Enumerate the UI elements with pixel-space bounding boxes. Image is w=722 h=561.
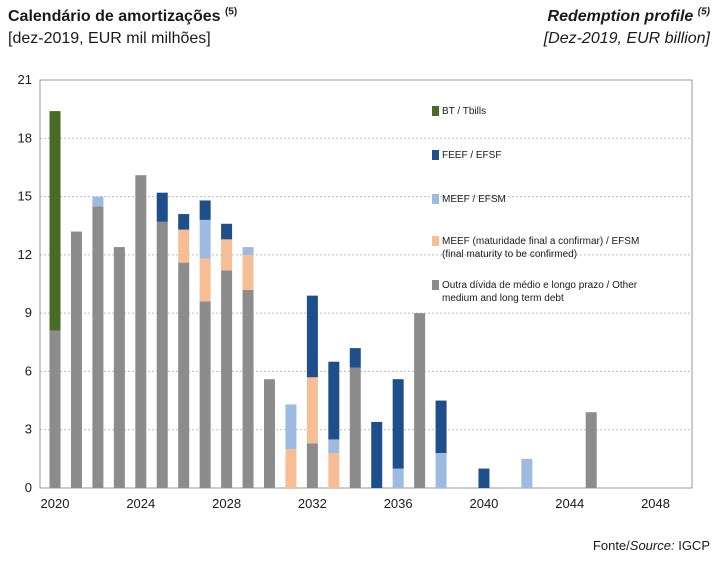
bar-segment-other-2029 [242,289,254,488]
y-tick-label: 21 [18,72,32,87]
y-tick-label: 18 [18,130,32,145]
legend-swatch-meef [432,194,439,204]
x-tick-label: 2040 [469,496,498,511]
bar-segment-other-2023 [113,247,125,488]
bar-segment-meef_pending-2032 [306,377,318,444]
legend-label-meef_pending: MEEF (maturidade final a confirmar) / EF… [442,236,639,247]
bar-segment-bt-2020 [49,111,61,331]
bar-segment-other-2037 [414,313,426,488]
y-tick-label: 9 [25,305,32,320]
bar-segment-meef_pending-2031 [285,449,297,488]
x-tick-label: 2028 [212,496,241,511]
bar-segment-other-2021 [70,231,82,489]
bar-segment-meef-2027 [199,219,211,259]
y-tick-label: 0 [25,480,32,495]
bar-segment-meef_pending-2033 [328,453,340,488]
y-tick-label: 6 [25,363,32,378]
bar-segment-meef-2042 [521,458,533,488]
bar-segment-feef-2026 [178,214,190,230]
y-tick-label: 15 [18,189,32,204]
title-en: Redemption profile (5) [547,6,710,25]
bar-segment-other-2034 [349,367,361,488]
bar-segment-meef_pending-2027 [199,258,211,302]
bar-segment-meef-2022 [92,196,104,207]
legend-swatch-bt [432,106,439,116]
bar-segment-feef-2038 [435,400,447,454]
x-tick-label: 2048 [641,496,670,511]
x-tick-label: 2024 [126,496,155,511]
bar-segment-meef-2031 [285,404,297,450]
bar-segment-meef-2033 [328,439,340,454]
subtitle-pt: [dez-2019, EUR mil milhões] [8,30,211,47]
legend-swatch-meef_pending [432,236,439,246]
x-tick-label: 2036 [384,496,413,511]
bar-segment-feef-2040 [478,468,490,488]
y-tick-label: 12 [18,247,32,262]
bar-segment-other-2026 [178,262,190,488]
bar-segment-meef-2029 [242,247,254,255]
title-pt: Calendário de amortizações (5) [8,6,238,25]
bar-segment-meef-2038 [435,453,447,488]
legend-label-meef_pending: (final maturity to be confirmed) [442,249,577,260]
bar-segment-meef_pending-2026 [178,229,190,263]
plot-frame [39,79,693,489]
legend-label-bt: BT / Tbills [442,106,486,117]
bar-segment-other-2022 [92,206,104,489]
bar-segment-meef_pending-2028 [221,239,233,271]
legend-swatch-other [432,280,439,290]
bar-segment-feef-2034 [349,348,361,368]
bar-segment-other-2045 [585,412,597,488]
bar-segment-feef-2033 [328,361,340,440]
legend-label-meef: MEEF / EFSM [442,194,506,205]
bar-segment-feef-2032 [306,295,318,378]
bar-segment-other-2032 [306,443,318,488]
x-tick-label: 2044 [555,496,584,511]
bar-segment-other-2027 [199,301,211,488]
bar-segment-other-2024 [135,175,147,488]
bar-segment-other-2020 [49,330,61,488]
bar-segment-other-2025 [156,221,168,489]
bar-segment-feef-2027 [199,200,211,220]
bar-segment-feef-2035 [371,421,383,488]
header-en: Redemption profile (5) [Dez-2019, EUR bi… [544,6,710,50]
bar-segment-feef-2036 [392,379,404,469]
legend-label-other: medium and long term debt [442,293,564,304]
legend-swatch-feef [432,150,439,160]
subtitle-en: [Dez-2019, EUR billion] [543,30,710,47]
source-note: Fonte/Source: IGCP [592,538,710,553]
x-tick-label: 2020 [41,496,70,511]
bar-segment-meef-2036 [392,468,404,488]
redemption-chart: 0 3 6 9 12 15 18 21 2020 2024 2028 2032 2036 2040 2044… [18,72,693,511]
header-pt: Calendário de amortizações (5) [dez-2019… [8,6,237,50]
bar-segment-other-2030 [263,379,275,488]
bar-segment-other-2028 [221,270,233,488]
y-tick-label: 3 [25,422,32,437]
bar-segment-feef-2028 [221,223,233,240]
x-tick-label: 2032 [298,496,327,511]
legend-label-other: Outra dívida de médio e longo prazo / Ot… [442,280,638,291]
bar-segment-meef_pending-2029 [242,254,254,290]
legend-label-feef: FEEF / EFSF [442,150,501,161]
bar-segment-feef-2025 [156,192,168,222]
